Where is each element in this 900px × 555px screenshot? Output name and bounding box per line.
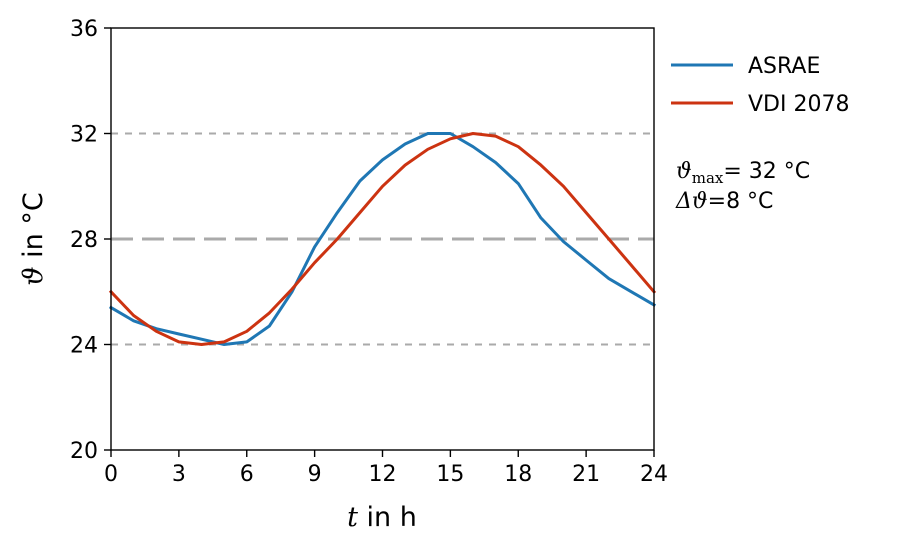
- y-axis-unit: in °C: [18, 192, 49, 266]
- x-axis-unit: in h: [358, 502, 417, 533]
- y-axis-title: ϑ in °C: [18, 192, 49, 285]
- series-lines: [108, 132, 657, 346]
- annotation-line-2: Δϑ=8 °C: [675, 189, 773, 214]
- x-tick-label: 9: [308, 462, 322, 487]
- x-tick-label: 24: [640, 462, 668, 487]
- annotation-value-1: 32 °C: [742, 159, 810, 184]
- x-axis-title: t in h: [347, 502, 417, 533]
- legend: ASRAE VDI 2078: [671, 54, 849, 117]
- annotation-var-1: ϑ: [676, 159, 692, 184]
- y-tick-label: 36: [70, 17, 98, 42]
- annotation-var-2: Δϑ: [675, 189, 708, 214]
- y-tick-label: 20: [70, 439, 98, 464]
- series-line-0: [108, 132, 657, 346]
- annotation-subscript: max: [692, 169, 724, 187]
- annotation-value-2: 8 °C: [726, 189, 773, 214]
- y-tick-label: 28: [70, 228, 98, 253]
- annotation: ϑmax= 32 °C Δϑ=8 °C: [675, 159, 810, 214]
- legend-label-0: ASRAE: [748, 54, 820, 79]
- y-tick-label: 24: [70, 334, 98, 359]
- x-axis: 0 3 6 9 12 15 18 21 24: [104, 450, 668, 487]
- legend-label-1: VDI 2078: [748, 92, 849, 117]
- x-tick-label: 6: [240, 462, 254, 487]
- annotation-eq-1: =: [723, 159, 741, 184]
- y-axis-variable: ϑ: [18, 266, 49, 285]
- y-tick-label: 32: [70, 123, 98, 148]
- x-tick-label: 15: [436, 462, 464, 487]
- reference-lines: [111, 132, 654, 346]
- x-tick-label: 3: [172, 462, 186, 487]
- annotation-eq-2: =: [708, 189, 726, 214]
- x-tick-label: 18: [504, 462, 532, 487]
- x-tick-label: 21: [572, 462, 600, 487]
- annotation-line-1: ϑmax= 32 °C: [676, 159, 810, 187]
- x-axis-variable: t: [347, 502, 358, 533]
- x-tick-label: 12: [369, 462, 397, 487]
- y-axis: 20 24 28 32 36: [70, 17, 111, 464]
- x-tick-label: 0: [104, 462, 118, 487]
- series-line-1: [108, 132, 657, 346]
